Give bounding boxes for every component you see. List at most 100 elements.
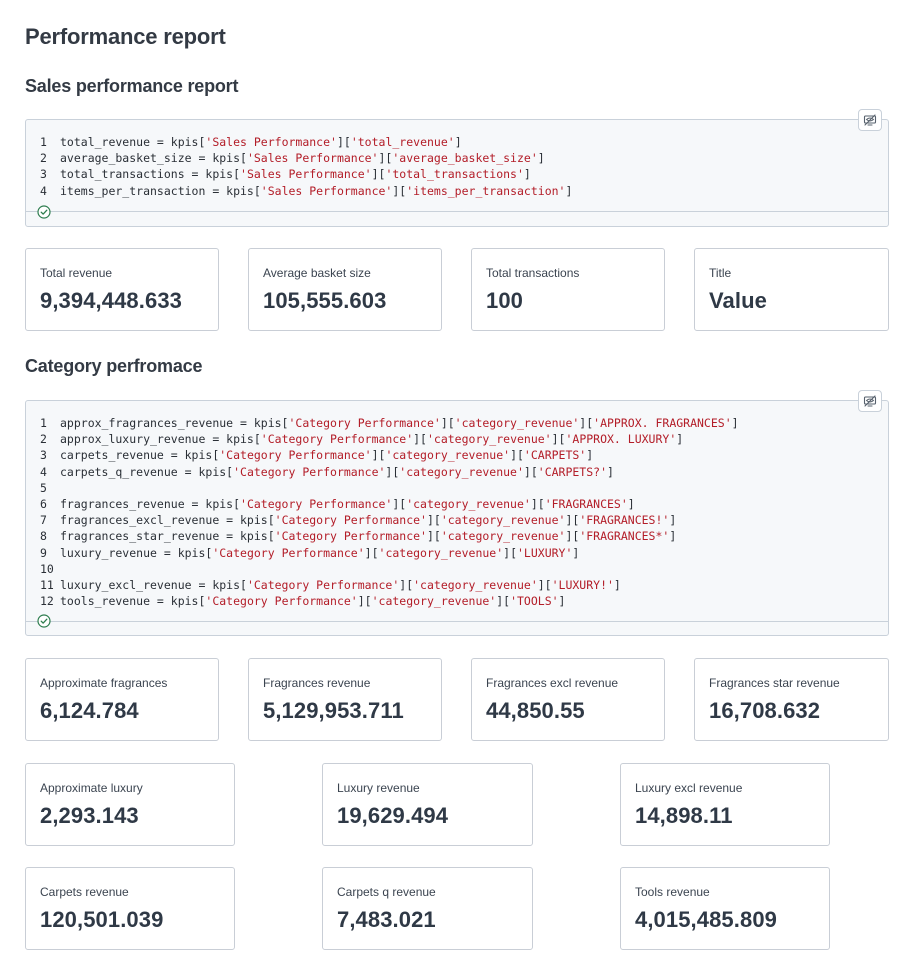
section-title-category: Category perfromace xyxy=(25,356,203,376)
kpi-card-fragrances-revenue: Fragrances revenue 5,129,953.711 xyxy=(248,658,442,741)
code-string: 'Category Performance' xyxy=(240,496,393,511)
code-text: ] xyxy=(586,448,594,463)
line-number: 2 xyxy=(40,432,47,447)
code-text: ][ xyxy=(503,545,517,560)
code-text: fragrances_revenue = kpis[ xyxy=(60,496,241,511)
code-string: 'items_per_transaction' xyxy=(406,183,566,198)
line-number: 4 xyxy=(40,183,47,198)
kpi-title: Fragrances star revenue xyxy=(709,676,840,690)
code-string: 'FRAGRANCES' xyxy=(544,496,628,511)
code-string: 'Category Performance' xyxy=(246,577,400,592)
code-text: ][ xyxy=(426,529,441,544)
code-text: ] xyxy=(607,464,614,479)
code-text: ] xyxy=(572,545,580,560)
code-string: 'APPROX. FRAGRANCES' xyxy=(593,416,732,430)
code-line: 7 fragrances_excl_revenue = kpis['Categor… xyxy=(40,512,739,528)
kpi-card-approximate-fragrances: Approximate fragrances 6,124.784 xyxy=(25,658,219,741)
code-text: ][ xyxy=(371,448,386,463)
line-number: 7 xyxy=(40,513,47,528)
hide-code-button[interactable] xyxy=(858,390,882,412)
code-string: 'TOOLS' xyxy=(510,594,559,609)
code-text: ][ xyxy=(392,496,407,511)
code-string: 'Category Performance' xyxy=(219,448,372,463)
code-text: fragrances_excl_revenue = kpis[ xyxy=(60,513,275,528)
kpi-value: 44,850.55 xyxy=(486,698,585,723)
kpi-value: 4,015,485.809 xyxy=(635,907,777,932)
code-text: ][ xyxy=(530,496,545,511)
code-text: ][ xyxy=(371,167,386,182)
code-text: ] xyxy=(537,151,545,166)
code-text: ][ xyxy=(551,432,566,447)
code-text: fragrances_star_revenue = kpis[ xyxy=(60,529,275,544)
kpi-title: Average basket size xyxy=(263,266,371,280)
eye-off-icon xyxy=(863,395,877,407)
code-text: ] xyxy=(627,496,635,511)
check-circle-icon xyxy=(37,614,51,628)
line-number: 10 xyxy=(40,561,54,576)
code-string: 'category_revenue' xyxy=(378,545,504,560)
code-text: ][ xyxy=(440,416,455,430)
kpi-value: 5,129,953.711 xyxy=(263,698,404,723)
code-text: ] xyxy=(669,529,677,544)
code-text: luxury_excl_revenue = kpis[ xyxy=(60,577,247,592)
kpi-card-luxury-revenue: Luxury revenue 19,629.494 xyxy=(322,763,533,846)
kpi-title: Luxury excl revenue xyxy=(635,781,743,795)
kpi-card-fragrances-star-revenue: Fragrances star revenue 16,708.632 xyxy=(694,658,889,741)
kpi-value: 14,898.11 xyxy=(635,803,733,828)
kpi-card-total-revenue: Total revenue 9,394,448.633 xyxy=(25,248,219,331)
code-text: ][ xyxy=(336,135,351,149)
hide-code-button[interactable] xyxy=(858,109,882,131)
kpi-card-total-transactions: Total transactions 100 xyxy=(471,248,665,331)
line-number: 12 xyxy=(40,594,54,609)
code-text: ][ xyxy=(510,448,524,463)
code-editor[interactable]: 1 total_revenue = kpis['Sales Performance… xyxy=(40,134,572,199)
code-line: 5 xyxy=(40,480,739,496)
kpi-card-average-basket-size: Average basket size 105,555.603 xyxy=(248,248,442,331)
code-string: 'CARPETS' xyxy=(523,448,587,463)
code-line: 2 approx_luxury_revenue = kpis['Category … xyxy=(40,431,739,447)
kpi-card-luxury-excl-revenue: Luxury excl revenue 14,898.11 xyxy=(620,763,830,846)
kpi-card-carpets-revenue: Carpets revenue 120,501.039 xyxy=(25,867,235,950)
code-cell-category[interactable]: 1 approx_fragrances_revenue = kpis['Categ… xyxy=(25,390,889,636)
line-number: 1 xyxy=(40,135,47,149)
code-string: 'Category Performance' xyxy=(274,529,427,544)
code-string: 'total_transactions' xyxy=(385,167,524,182)
code-string: 'category_revenue' xyxy=(371,594,497,609)
code-text: carpets_q_revenue = kpis[ xyxy=(60,464,234,479)
code-text: approx_luxury_revenue = kpis[ xyxy=(60,432,261,447)
code-line: 1 total_revenue = kpis['Sales Performance… xyxy=(40,134,572,150)
line-number: 11 xyxy=(40,577,54,592)
line-number: 3 xyxy=(40,167,47,182)
code-text: ] xyxy=(613,577,621,592)
code-string: 'LUXURY' xyxy=(517,545,573,560)
code-text: ][ xyxy=(537,577,552,592)
cell-divider xyxy=(26,211,888,212)
code-text: ] xyxy=(454,135,462,149)
line-number: 3 xyxy=(40,448,47,463)
code-text: tools_revenue = kpis[ xyxy=(60,594,206,609)
kpi-title: Approximate fragrances xyxy=(40,676,168,690)
code-string: 'Category Performance' xyxy=(205,594,358,609)
kpi-title: Fragrances revenue xyxy=(263,676,371,690)
kpi-title: Tools revenue xyxy=(635,885,710,899)
code-string: 'category_revenue' xyxy=(426,432,552,447)
code-text: total_transactions = kpis[ xyxy=(60,167,241,182)
code-string: 'FRAGRANCES*' xyxy=(579,529,670,544)
code-string: 'category_revenue' xyxy=(399,464,524,479)
line-number: 9 xyxy=(40,545,47,560)
kpi-value: 105,555.603 xyxy=(263,288,387,313)
code-string: 'average_basket_size' xyxy=(392,151,538,166)
code-line: 11 luxury_excl_revenue = kpis['Category P… xyxy=(40,577,739,593)
code-cell-sales[interactable]: 1 total_revenue = kpis['Sales Performance… xyxy=(25,109,889,227)
kpi-value: Value xyxy=(709,288,767,313)
code-string: 'category_revenue' xyxy=(440,513,566,528)
code-text: ] xyxy=(669,513,677,528)
code-text: ] xyxy=(558,594,566,609)
code-string: 'Category Performance' xyxy=(260,432,414,447)
kpi-title: Luxury revenue xyxy=(337,781,420,795)
code-text: ][ xyxy=(565,513,580,528)
eye-off-icon xyxy=(863,114,877,126)
code-editor[interactable]: 1 approx_fragrances_revenue = kpis['Categ… xyxy=(40,415,739,609)
kpi-title: Title xyxy=(709,266,732,280)
code-line: 4 items_per_transaction = kpis['Sales Per… xyxy=(40,183,572,199)
